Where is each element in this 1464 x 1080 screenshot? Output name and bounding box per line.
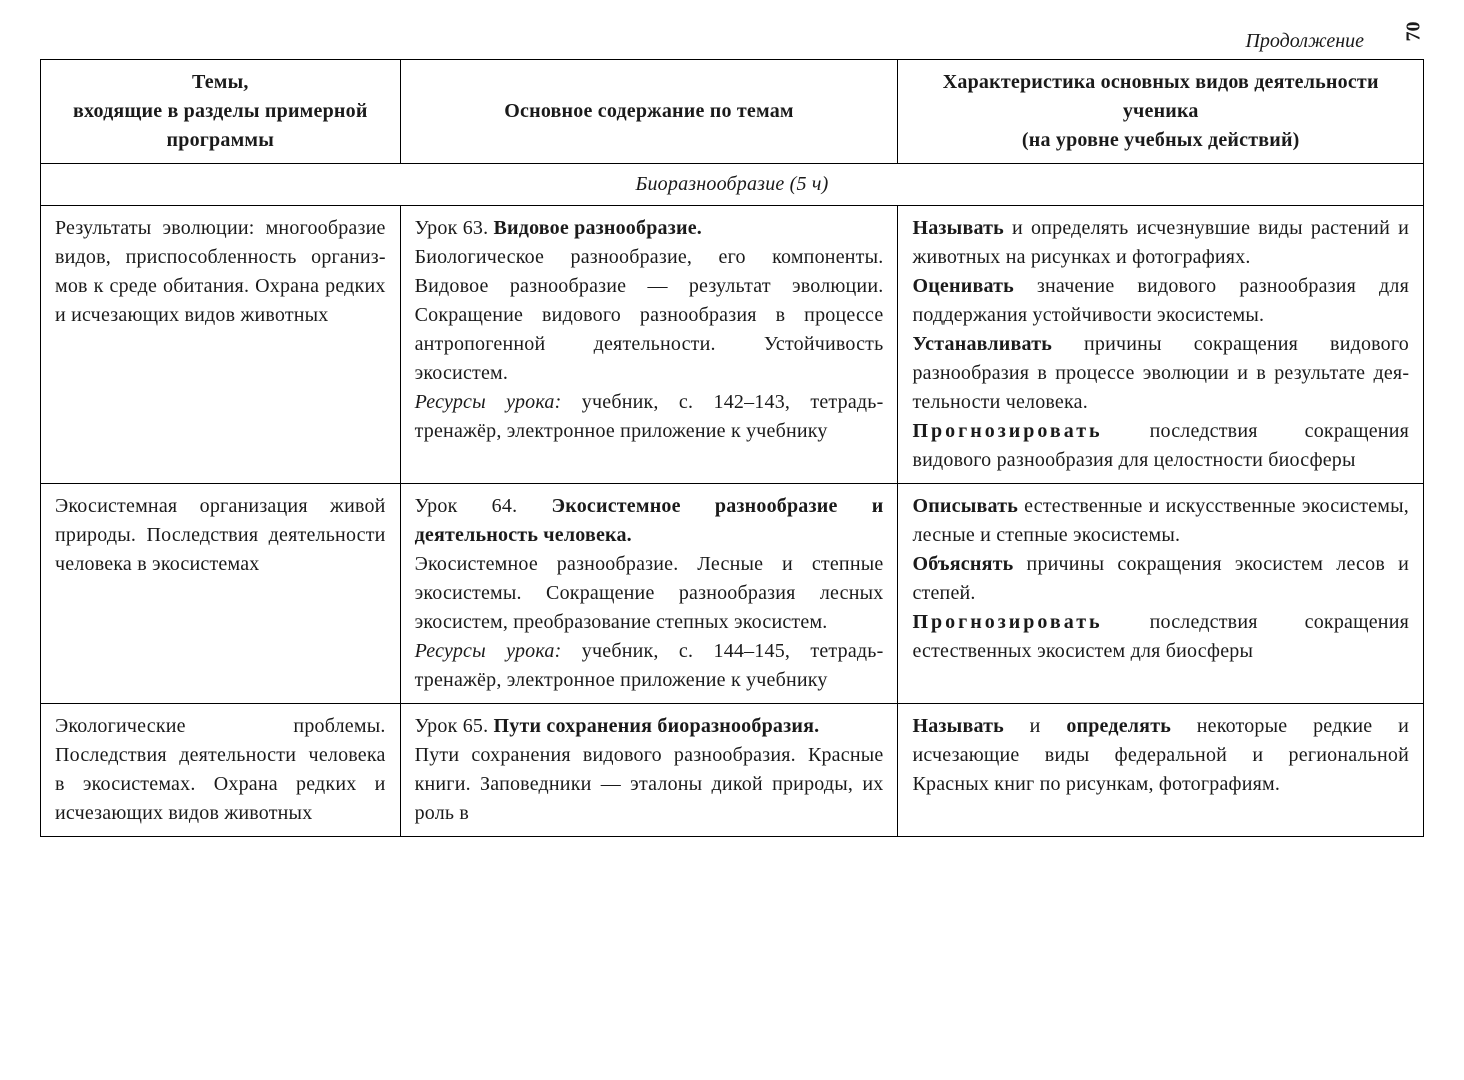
col-header-1: Темы,входящие в разделы примерной програ… bbox=[41, 60, 401, 164]
col-header-3: Характеристика основных видов деятельнос… bbox=[898, 60, 1424, 164]
table-row: Результаты эволюции: многообразие видов,… bbox=[41, 206, 1424, 484]
continuation-label: Продолжение bbox=[1245, 30, 1364, 52]
themes-cell: Результаты эволюции: многообразие видов,… bbox=[41, 206, 401, 484]
table-row: Экосистемная организация живой природы. … bbox=[41, 484, 1424, 704]
themes-cell: Экосистемная организация живой природы. … bbox=[41, 484, 401, 704]
curriculum-table: Темы,входящие в разделы примерной програ… bbox=[40, 59, 1424, 837]
col-header-2: Основное содержание по темам bbox=[400, 60, 898, 164]
content-cell: Урок 65. Пути сохранения биоразно­образи… bbox=[400, 704, 898, 837]
content-cell: Урок 64. Экосистемное разнообразие и дея… bbox=[400, 484, 898, 704]
activity-cell: Описывать естественные и искус­ственные … bbox=[898, 484, 1424, 704]
section-title: Биоразнообразие (5 ч) bbox=[41, 164, 1424, 206]
content-cell: Урок 63. Видовое разнообразие.Биологичес… bbox=[400, 206, 898, 484]
activity-cell: Называть и определять некото­рые редкие … bbox=[898, 704, 1424, 837]
activity-cell: Называть и определять исчезнув­шие виды … bbox=[898, 206, 1424, 484]
table-header-row: Темы,входящие в разделы примерной програ… bbox=[41, 60, 1424, 164]
page-number: 70 bbox=[1403, 22, 1426, 42]
section-title-row: Биоразнообразие (5 ч) bbox=[41, 164, 1424, 206]
table-row: Экологические проблемы. Последствия деят… bbox=[41, 704, 1424, 837]
themes-cell: Экологические проблемы. Последствия деят… bbox=[41, 704, 401, 837]
